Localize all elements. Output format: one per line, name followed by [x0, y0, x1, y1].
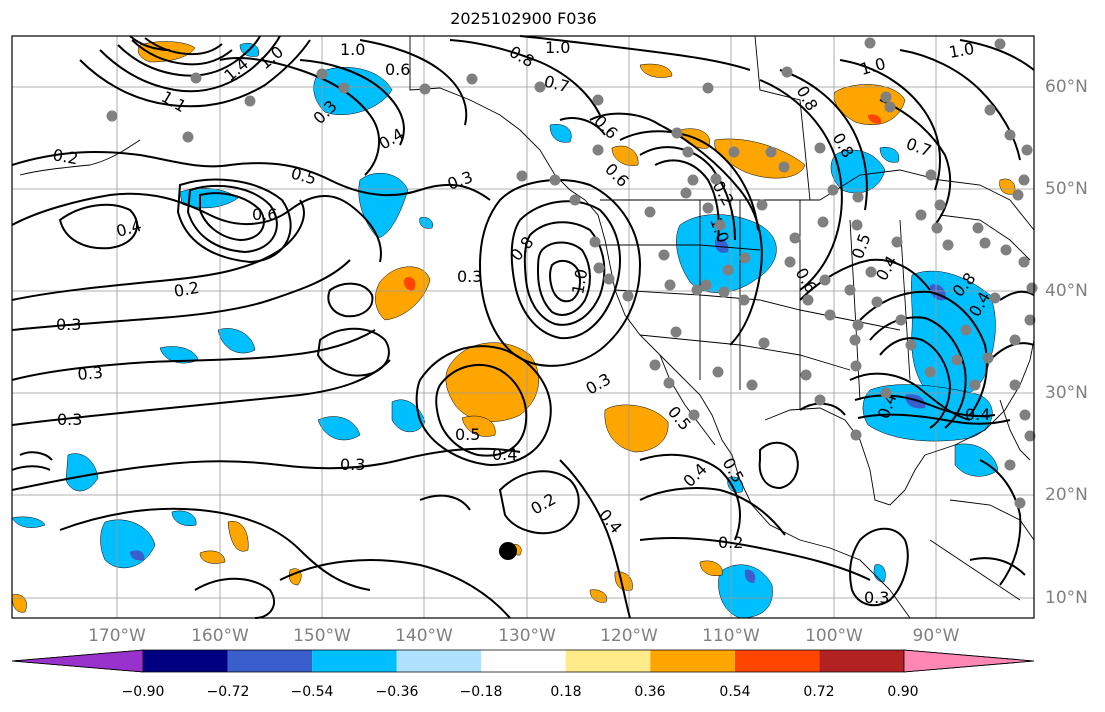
colorbar-swatch	[819, 650, 904, 672]
lon-label: 170°W	[88, 626, 146, 646]
lon-label: 90°W	[912, 626, 960, 646]
contour-label: 0.4	[965, 405, 990, 424]
contour-label: 0.3	[56, 315, 81, 334]
contour-label: 0.3	[457, 267, 482, 286]
colorbar-swatch	[396, 650, 482, 672]
lon-label: 100°W	[805, 626, 863, 646]
lat-label: 30°N	[1045, 383, 1088, 403]
colorbar-swatch	[143, 650, 228, 672]
colorbar-tick-label: 0.90	[887, 684, 919, 700]
contour-label: 0.6	[385, 60, 410, 79]
contour-label: 0.2	[172, 278, 200, 301]
colorbar-extend-low	[11, 649, 144, 673]
colorbar-tick-label: 0.36	[634, 684, 666, 700]
colorbar-swatch	[650, 650, 735, 672]
shaded-anomaly-regions	[11, 41, 1016, 619]
lat-label: 40°N	[1045, 281, 1088, 301]
colorbar-tick-label: −0.90	[121, 684, 165, 700]
colorbar-tick-label: −0.36	[375, 684, 419, 700]
colorbar-tick-label: −0.54	[290, 684, 334, 700]
contour-label: 1.0	[568, 267, 591, 295]
colorbar-tick-label: 0.54	[719, 684, 751, 700]
colorbar-extend-high	[903, 649, 1035, 673]
contour-label: 0.6	[252, 205, 277, 224]
colorbar-swatch	[565, 650, 651, 672]
contour-label: 0.2	[51, 145, 79, 168]
contour-label: 1.0	[340, 40, 365, 59]
lat-label: 50°N	[1045, 179, 1088, 199]
lon-label: 120°W	[600, 626, 658, 646]
colorbar-tick-label: −0.72	[206, 684, 250, 700]
contour-label: 1.0	[947, 39, 975, 62]
map-title: 2025102900 F036	[450, 9, 597, 28]
contour-label: 0.3	[57, 410, 82, 429]
colorbar-tick-label: 0.18	[550, 684, 582, 700]
contour-label: 0.3	[864, 588, 889, 607]
colorbar-outline	[11, 649, 1035, 673]
contour-label: 0.5	[455, 425, 480, 444]
lon-label: 140°W	[395, 626, 453, 646]
colorbar-swatch	[312, 650, 397, 672]
lat-label: 20°N	[1045, 485, 1088, 505]
station-markers	[106, 37, 1038, 509]
colorbar-tick-label: −0.18	[459, 684, 503, 700]
lon-label: 150°W	[293, 626, 351, 646]
contour-label: 0.3	[340, 455, 365, 474]
map-frame	[11, 35, 1035, 619]
colorbar-swatch	[227, 650, 313, 672]
lon-label: 130°W	[498, 626, 556, 646]
contour-label: 0.4	[492, 445, 517, 464]
colorbar-swatch	[481, 650, 566, 672]
lat-label: 60°N	[1045, 77, 1088, 97]
lon-label: 110°W	[702, 626, 760, 646]
lat-label: 10°N	[1045, 588, 1088, 608]
colorbar	[11, 649, 1035, 673]
contour-label: 0.3	[77, 363, 104, 384]
contour-label: 0.2	[718, 533, 743, 552]
storm-position-marker	[499, 542, 517, 560]
colorbar-tick-label: 0.72	[803, 684, 835, 700]
lon-label: 160°W	[191, 626, 249, 646]
colorbar-swatch	[734, 650, 820, 672]
contour-lines	[11, 35, 1035, 619]
contour-label: 1.0	[545, 38, 570, 57]
